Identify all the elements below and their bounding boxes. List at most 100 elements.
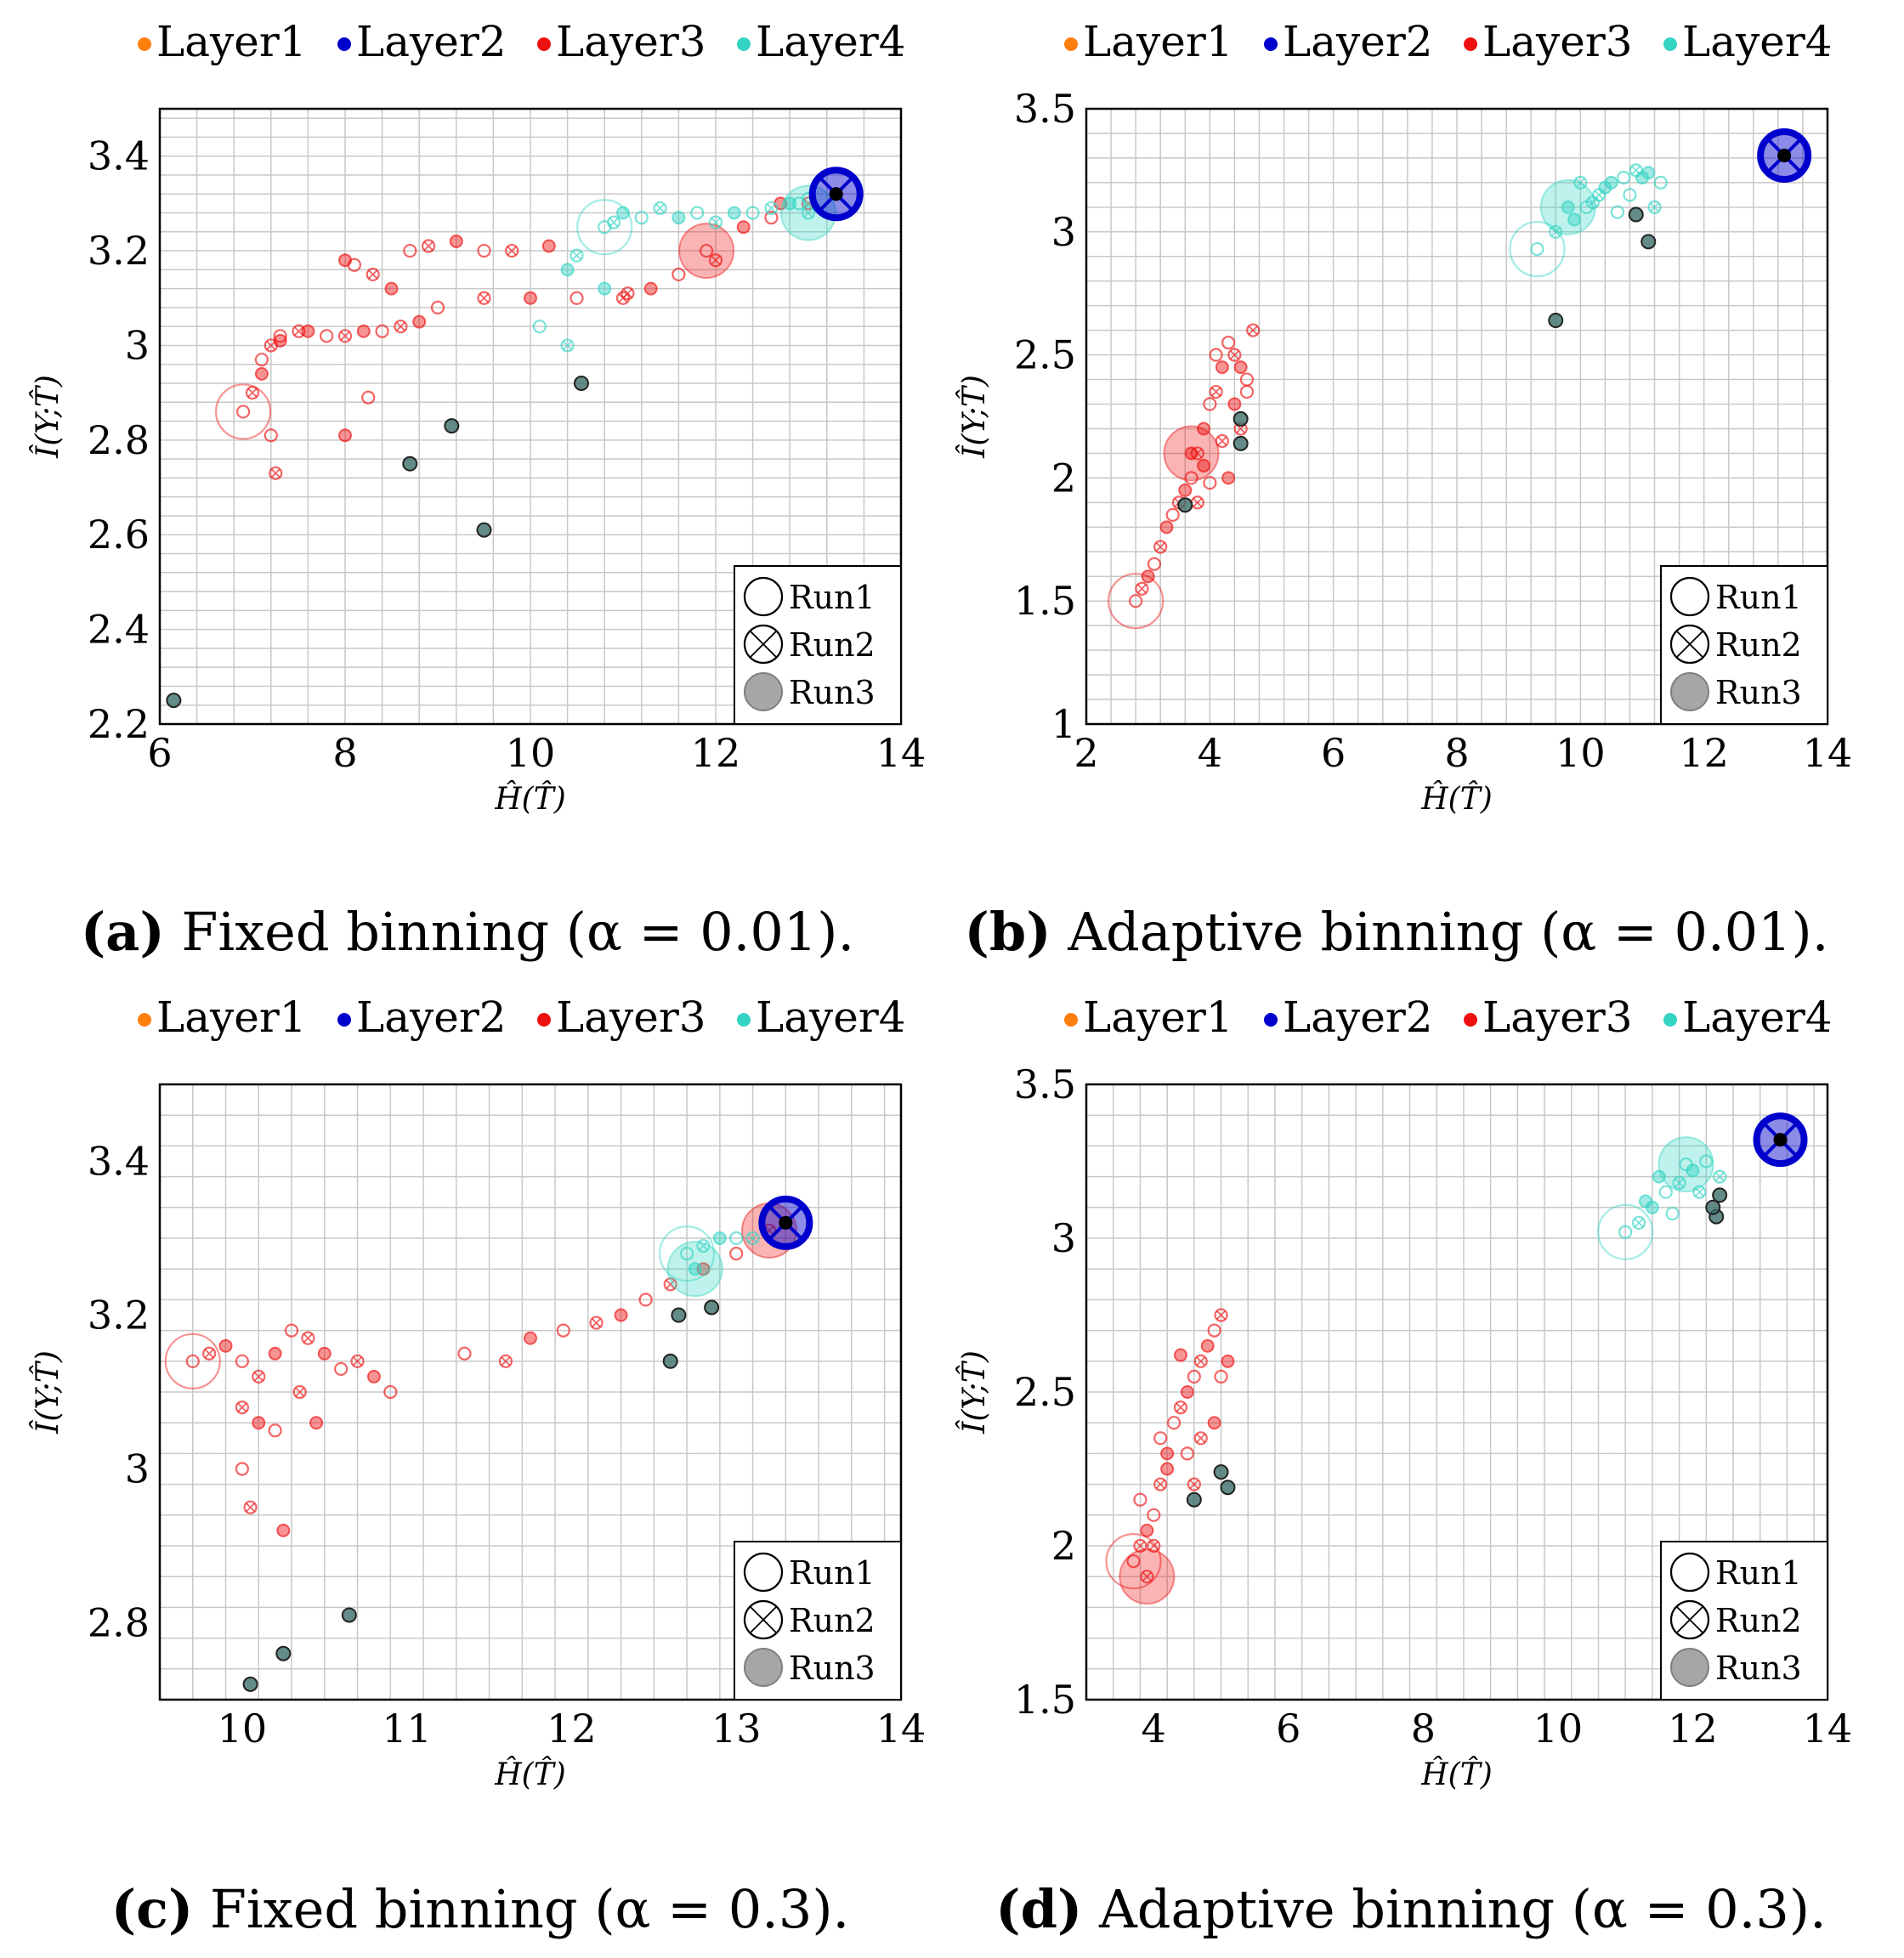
data-point (801, 206, 816, 220)
data-point (727, 206, 741, 220)
caption-text: Adaptive binning (α = 0.01). (1051, 901, 1829, 963)
run-marker-run3 (744, 672, 783, 711)
y-tick-label: 3.2 (88, 1293, 150, 1338)
data-point (1573, 175, 1588, 190)
caption-text: Fixed binning (α = 0.3). (193, 1878, 849, 1940)
y-tick-label: 2.8 (88, 417, 150, 463)
x-tick-label: 8 (332, 730, 357, 776)
data-point (1193, 1431, 1208, 1446)
data-point-cross (501, 1356, 511, 1367)
data-point (1193, 1354, 1208, 1368)
data-point-cross (246, 1502, 256, 1513)
run-marker-run2 (743, 1599, 784, 1640)
data-point (708, 253, 723, 268)
run-marker-run3 (1670, 1648, 1709, 1687)
data-point (384, 281, 399, 296)
extra-point (476, 522, 492, 538)
data-point-cross (368, 269, 378, 280)
legend-dot-layer4 (1663, 1013, 1677, 1027)
run-marker-run2 (743, 624, 784, 665)
x-tick-label: 14 (1803, 1706, 1853, 1751)
series-layer4 (532, 184, 836, 353)
data-point-cross (571, 251, 582, 261)
chart-panel-2: 10 11 12 13 142.833.23.4Ĥ(T̂)Î(Y;T̂)Layer1 La… (29, 993, 926, 1940)
axes-frame (158, 107, 903, 726)
data-point (1233, 360, 1248, 375)
run-label-run2: Run2 (1715, 626, 1802, 664)
extra-point (704, 1299, 720, 1316)
data-point (366, 267, 380, 282)
data-point (292, 1384, 307, 1400)
extra-point (275, 1645, 292, 1661)
data-point (276, 1523, 291, 1537)
run-marker-run2-cross (1675, 1605, 1704, 1634)
data-point (541, 239, 556, 253)
run-label-run2: Run2 (1715, 1602, 1802, 1639)
data-point (301, 324, 315, 338)
data-point (1672, 1175, 1686, 1190)
x-axis-label: Ĥ(T̂) (1420, 1756, 1493, 1792)
legend-dot-layer1 (1064, 37, 1078, 51)
extra-point (341, 1607, 357, 1623)
legend-dot-layer3 (1464, 37, 1477, 51)
extra-point (1213, 1464, 1229, 1480)
data-point (634, 210, 649, 225)
series-layer4 (1597, 1136, 1727, 1260)
data-point-cross (622, 288, 632, 298)
runs-legend: Run1 Run2 Run3 (734, 1541, 902, 1701)
y-tick-label: 2.5 (1014, 1369, 1076, 1415)
caption: (d) Adaptive binning (α = 0.3). (995, 1878, 1826, 1940)
data-point (1207, 1323, 1221, 1338)
caption-label: (d) (995, 1878, 1082, 1940)
data-point (1215, 360, 1229, 375)
x-tick-label: 6 (1276, 1706, 1300, 1751)
legend-label-layer3: Layer3 (1482, 17, 1633, 66)
data-point (736, 220, 751, 235)
x-tick-label: 8 (1444, 730, 1469, 776)
data-point (712, 1231, 727, 1245)
y-tick-label: 3.5 (1014, 86, 1076, 132)
data-point (430, 300, 445, 315)
data-point (663, 1277, 677, 1292)
data-point (498, 1354, 513, 1368)
data-point (1209, 348, 1223, 362)
data-point (1647, 200, 1662, 214)
data-point (643, 281, 658, 296)
data-point (1180, 1385, 1194, 1399)
data-point (1135, 581, 1149, 596)
data-point-cross (711, 218, 721, 228)
legend-label-layer1: Layer1 (156, 17, 307, 66)
y-tick-label: 2.4 (88, 607, 150, 653)
y-tick-label: 2.5 (1014, 332, 1076, 378)
data-point (1203, 476, 1217, 490)
legend-dot-layer2 (1264, 37, 1278, 51)
caption-label: (b) (965, 901, 1051, 963)
data-point-cross (1155, 541, 1165, 552)
data-point (1129, 594, 1143, 608)
data-point (1209, 384, 1223, 399)
run-marker-run2 (1669, 1599, 1710, 1640)
axes-frame (1085, 107, 1829, 726)
data-point (1239, 384, 1255, 399)
trajectory-endpoint (1119, 1548, 1176, 1605)
trajectory-endpoint (658, 1225, 716, 1282)
data-point (235, 1462, 249, 1476)
x-tick-label: 2 (1074, 730, 1098, 776)
data-point (292, 324, 306, 338)
extra-points (1186, 1187, 1728, 1508)
y-tick-label: 1.5 (1014, 1677, 1076, 1723)
y-tick-label: 3.4 (88, 1139, 150, 1185)
x-tick-label: 10 (1533, 1706, 1584, 1751)
data-point (317, 1346, 332, 1361)
run-marker-run1 (743, 1552, 784, 1593)
extra-point (242, 1676, 258, 1692)
x-axis-label: Ĥ(T̂) (1420, 780, 1493, 817)
extra-point (1640, 234, 1657, 250)
y-tick-label: 1.5 (1014, 578, 1076, 624)
run-marker-run2 (1669, 624, 1710, 665)
data-point (679, 1246, 694, 1261)
data-point (1187, 1477, 1201, 1491)
y-tick-label: 2.2 (88, 701, 150, 747)
series-layer3 (1105, 1308, 1235, 1605)
data-point (764, 210, 779, 225)
